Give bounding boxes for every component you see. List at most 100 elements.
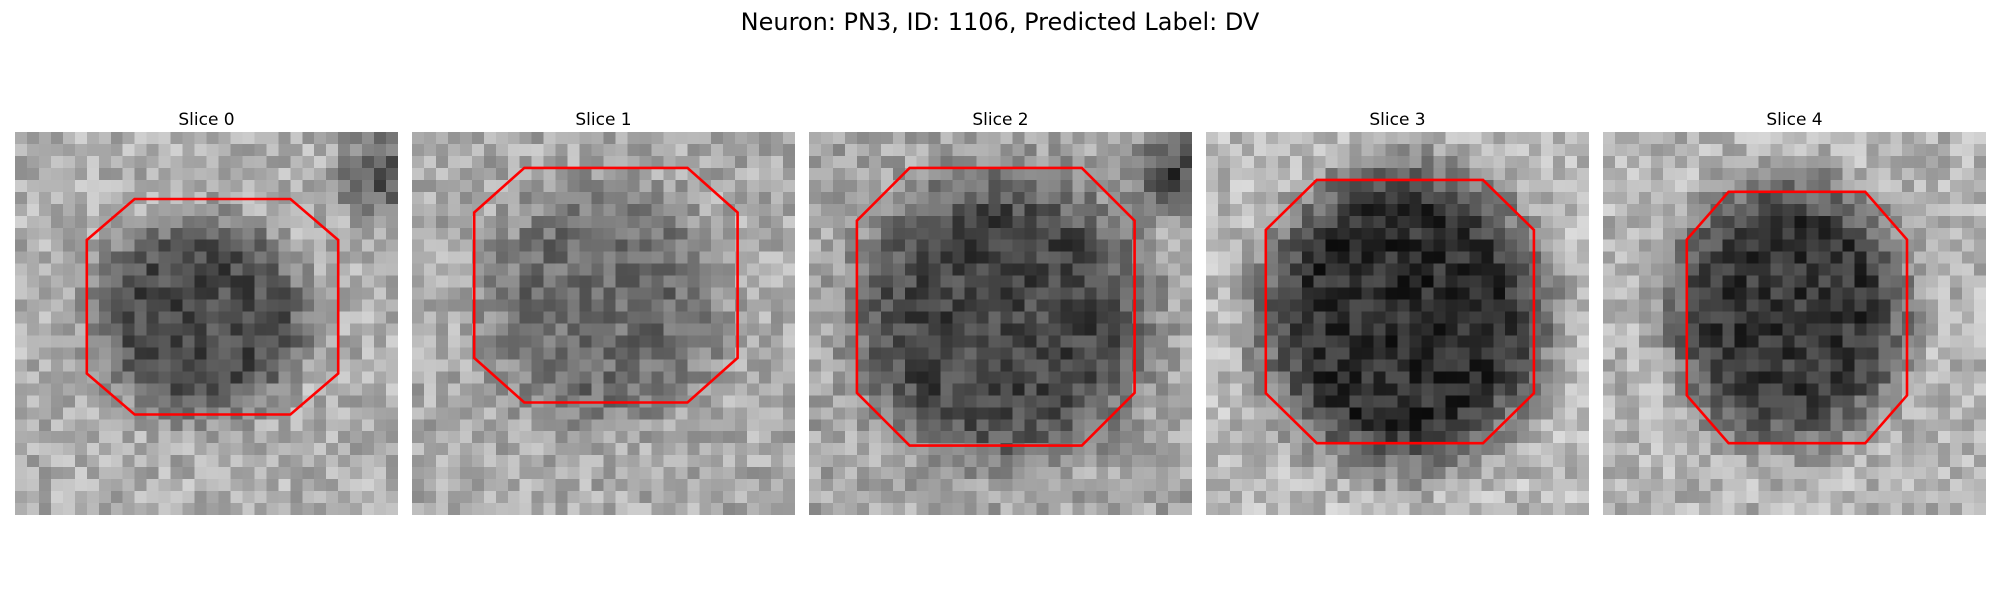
pixel-cell: [74, 407, 88, 420]
pixel-cell: [1734, 383, 1748, 396]
pixel-cell: [1674, 431, 1688, 444]
pixel-cell: [1229, 479, 1243, 492]
pixel-cell: [50, 359, 64, 372]
pixel-cell: [290, 419, 303, 432]
pixel-cell: [1132, 455, 1145, 468]
pixel-cell: [158, 311, 172, 325]
pixel-cell: [1096, 371, 1109, 384]
pixel-cell: [507, 383, 521, 396]
pixel-cell: [868, 275, 882, 289]
pixel-cell: [447, 419, 461, 432]
pixel-cell: [1301, 275, 1315, 289]
pixel-cell: [1325, 167, 1339, 181]
pixel-cell: [1698, 191, 1712, 205]
pixel-cell: [1361, 143, 1375, 157]
pixel-cell: [1433, 503, 1446, 515]
pixel-cell: [134, 299, 148, 313]
pixel-cell: [1481, 455, 1494, 468]
pixel-cell: [844, 419, 858, 432]
pixel-cell: [314, 143, 327, 157]
pixel-cell: [952, 132, 966, 145]
pixel-cell: [531, 299, 545, 313]
pixel-cell: [1553, 299, 1566, 313]
pixel-cell: [290, 323, 303, 337]
pixel-cell: [290, 371, 303, 384]
pixel-cell: [134, 431, 148, 444]
pixel-cell: [182, 503, 196, 515]
pixel-cell: [1842, 132, 1855, 145]
pixel-cell: [809, 491, 822, 504]
pixel-cell: [1505, 263, 1518, 277]
pixel-cell: [495, 347, 509, 361]
pixel-cell: [519, 383, 533, 396]
pixel-cell: [687, 275, 700, 289]
pixel-cell: [412, 251, 425, 265]
pixel-cell: [1229, 179, 1243, 193]
pixel-cell: [868, 239, 882, 253]
pixel-cell: [892, 239, 906, 253]
pixel-cell: [1206, 455, 1219, 468]
pixel-cell: [1060, 155, 1073, 169]
pixel-cell: [687, 419, 700, 432]
pixel-cell: [1000, 503, 1014, 515]
pixel-cell: [1361, 299, 1375, 313]
pixel-cell: [579, 227, 593, 241]
pixel-cell: [1000, 407, 1014, 420]
pixel-cell: [699, 503, 712, 515]
pixel-cell: [314, 371, 327, 384]
pixel-cell: [134, 419, 148, 432]
pixel-cell: [904, 203, 918, 217]
pixel-cell: [1722, 251, 1736, 265]
pixel-cell: [483, 491, 497, 504]
pixel-cell: [1662, 179, 1676, 193]
pixel-cell: [591, 311, 605, 325]
pixel-cell: [447, 179, 461, 193]
pixel-cell: [374, 371, 387, 384]
pixel-cell: [254, 383, 267, 396]
pixel-cell: [952, 251, 966, 265]
pixel-cell: [1650, 155, 1664, 169]
pixel-cell: [15, 323, 28, 337]
pixel-cell: [412, 263, 425, 277]
pixel-cell: [627, 143, 641, 157]
pixel-cell: [1698, 419, 1712, 432]
pixel-cell: [483, 419, 497, 432]
pixel-cell: [1000, 467, 1014, 480]
pixel-cell: [86, 143, 100, 157]
pixel-cell: [1469, 191, 1482, 205]
pixel-cell: [940, 503, 954, 515]
pixel-cell: [1289, 443, 1303, 456]
pixel-cell: [1686, 287, 1700, 301]
pixel-cell: [1301, 455, 1315, 468]
pixel-cell: [206, 443, 220, 456]
pixel-cell: [519, 263, 533, 277]
pixel-cell: [471, 155, 485, 169]
pixel-cell: [1662, 407, 1676, 420]
pixel-cell: [1301, 335, 1315, 349]
pixel-cell: [940, 335, 954, 349]
pixel-cell: [1206, 491, 1219, 504]
pixel-cell: [1638, 179, 1652, 193]
pixel-cell: [1926, 359, 1939, 372]
pixel-cell: [98, 155, 112, 169]
pixel-cell: [1072, 179, 1085, 193]
pixel-cell: [519, 455, 533, 468]
pixel-cell: [699, 275, 712, 289]
pixel-cell: [952, 179, 966, 193]
pixel-cell: [1337, 455, 1351, 468]
pixel-cell: [170, 287, 184, 301]
pixel-cell: [555, 383, 569, 396]
pixel-cell: [15, 311, 28, 325]
pixel-cell: [447, 167, 461, 181]
pixel-cell: [266, 263, 279, 277]
pixel-cell: [1289, 419, 1303, 432]
pixel-cell: [1842, 275, 1855, 289]
pixel-cell: [1517, 431, 1530, 444]
pixel-cell: [940, 431, 954, 444]
pixel-cell: [146, 443, 160, 456]
pixel-cell: [1541, 407, 1554, 420]
pixel-cell: [507, 371, 521, 384]
pixel-cell: [1686, 263, 1700, 277]
pixel-cell: [1469, 311, 1482, 325]
pixel-cell: [1206, 335, 1219, 349]
